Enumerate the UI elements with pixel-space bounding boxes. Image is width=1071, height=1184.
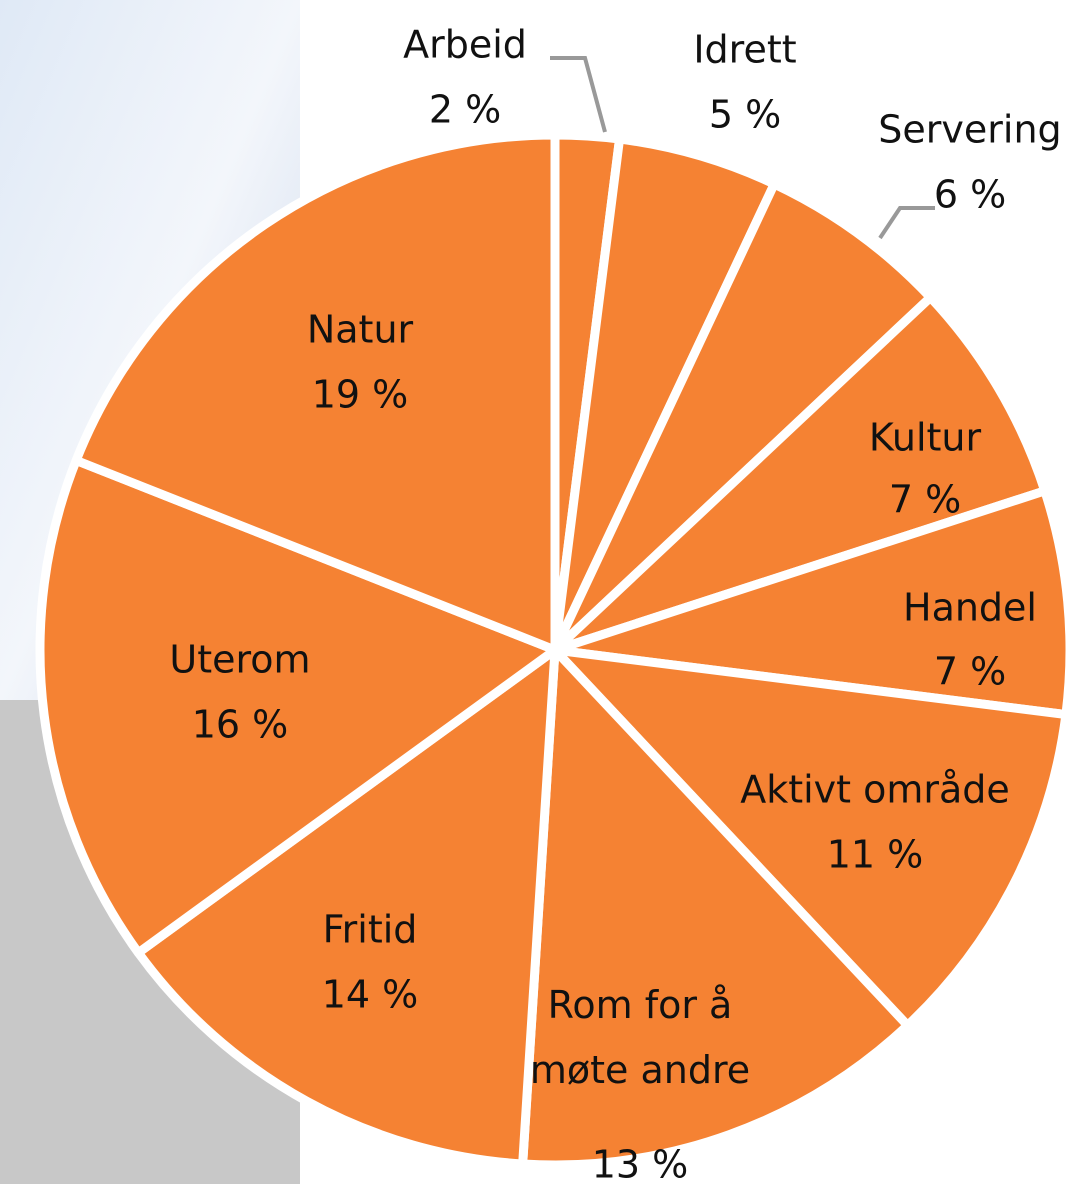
pie-slice: [550, 486, 1071, 720]
pie-slice: [71, 130, 560, 655]
slice-value-label: 16 %: [191, 702, 289, 747]
slice-value-label: 2 %: [428, 87, 502, 132]
slice-label: Idrett: [693, 27, 797, 72]
slice-label: Rom for å møte andre: [529, 983, 751, 1092]
slice-value-label: 13 %: [591, 1142, 689, 1184]
leader-line: [878, 206, 935, 240]
slice-label: Arbeid: [403, 22, 527, 67]
pie-slice: [518, 645, 913, 1170]
slice-value-label: 6 %: [933, 172, 1007, 217]
slice-label: Uterom: [169, 637, 311, 682]
leader-line: [550, 56, 607, 133]
slice-value-label: 14 %: [321, 972, 419, 1017]
pie-slice: [133, 645, 560, 1169]
slice-value-label: 7 %: [888, 477, 962, 522]
slice-value-label: 7 %: [933, 649, 1007, 694]
slice-label: Natur: [306, 307, 414, 352]
slice-label: Kultur: [868, 415, 982, 460]
slice-value-label: 19 %: [311, 372, 409, 417]
pie-slice: [35, 455, 560, 958]
pie-slice: [550, 179, 935, 655]
slice-label: Fritid: [322, 907, 418, 952]
slice-label: Servering: [878, 107, 1062, 152]
slice-value-label: 5 %: [708, 92, 782, 137]
pie-slice: [550, 292, 1050, 655]
slice-label: Aktivt område: [740, 767, 1010, 812]
slice-value-label: 11 %: [826, 832, 924, 877]
slice-label: Handel: [902, 585, 1038, 630]
pie-slice: [550, 645, 1071, 1030]
